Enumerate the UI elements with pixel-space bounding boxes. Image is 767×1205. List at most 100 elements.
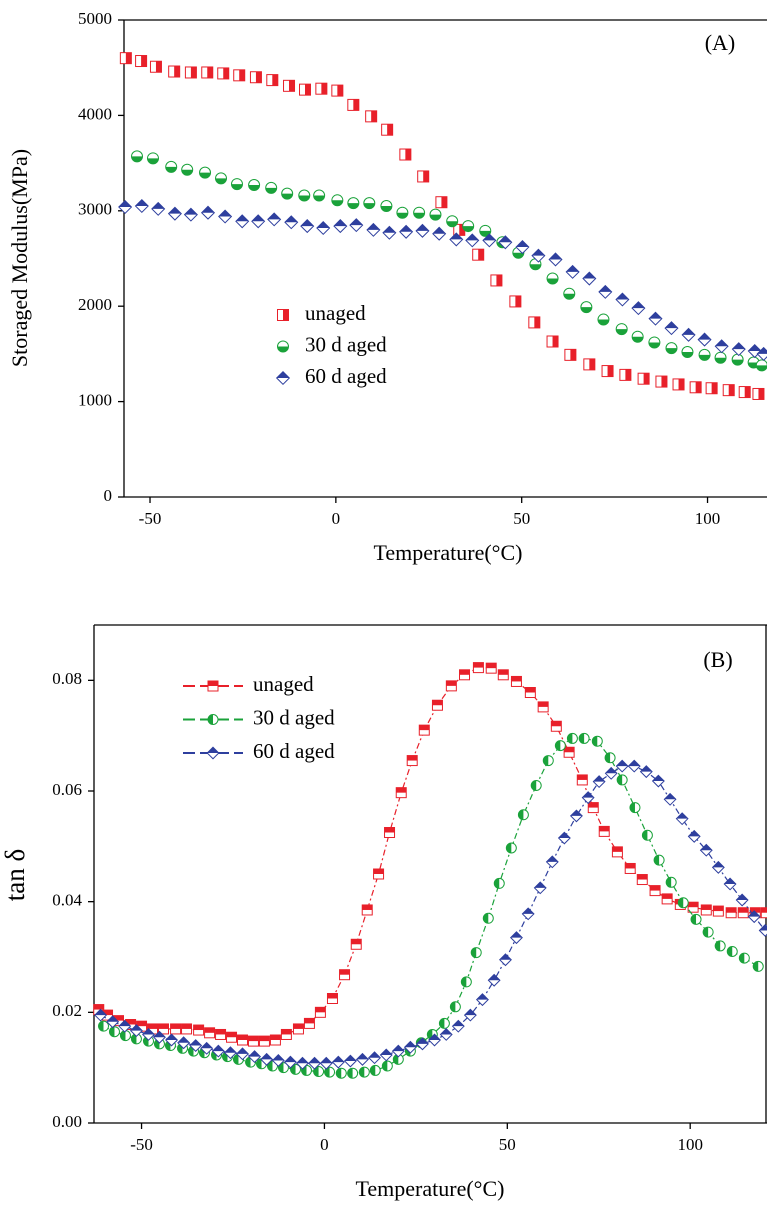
marker-fill [223,67,229,79]
data-point [615,323,628,336]
data-point [380,200,393,213]
marker-fill [135,199,149,207]
marker-fill [147,1023,158,1029]
marker-fill [347,1068,353,1079]
marker-fill [236,1048,249,1054]
marker-fill [625,863,636,869]
data-point [521,907,535,921]
data-point [711,860,725,874]
marker-fill [313,195,325,202]
marker-fill [125,52,132,64]
y-tick-label: 1000 [78,391,112,410]
data-point [649,885,661,897]
data-point [699,843,713,857]
data-point [681,327,696,342]
data-point [193,1024,205,1036]
marker-fill [235,214,249,222]
data-point [347,1067,359,1079]
x-tick-label: 100 [677,1135,703,1154]
data-point [752,960,764,972]
marker-fill [284,215,298,223]
data-point [557,831,571,845]
data-point [217,67,230,80]
marker-fill [701,904,712,910]
data-point [619,368,632,381]
marker-fill [661,376,667,388]
data-point [94,1008,108,1022]
marker-fill [681,351,693,358]
marker-fill [616,329,628,335]
data-point [702,926,714,938]
marker-fill [259,1036,270,1042]
marker-fill [168,207,182,214]
marker-fill [260,1053,273,1060]
data-point [366,222,381,237]
marker-fill [616,760,628,767]
marker-fill [393,1054,399,1065]
marker-fill [632,301,645,309]
marker-fill [700,844,713,851]
data-point [542,755,554,767]
marker-fill [759,924,767,931]
marker-fill [251,214,265,222]
data-point [384,827,396,838]
data-point [601,365,614,378]
data-point [235,214,250,229]
marker-fill [373,869,384,874]
marker-fill [607,365,614,377]
marker-fill [200,1042,213,1049]
data-point [723,877,737,891]
marker-fill [713,906,724,912]
marker-fill [649,312,662,319]
marker-fill [579,733,585,744]
data-point [435,196,448,209]
data-point [449,1001,461,1013]
marker-fill [676,812,688,819]
data-point [637,372,650,385]
data-point [515,240,530,255]
data-point [226,1031,238,1043]
marker-fill [582,791,594,798]
data-point [722,384,735,397]
marker-fill [583,272,596,279]
marker-fill [93,1004,104,1010]
data-point [738,952,750,964]
marker-fill [652,775,665,782]
marker-fill [383,226,396,233]
marker-fill [277,346,289,352]
data-point [131,150,144,163]
marker-fill [405,149,411,161]
marker-fill [237,1035,248,1040]
data-point [438,1017,450,1029]
data-point [399,224,414,239]
data-point [290,1063,302,1075]
legend-label: 30 d aged [253,705,335,729]
data-point [580,301,593,314]
data-point [189,1039,203,1052]
marker-fill [413,212,425,219]
data-point [564,348,577,361]
data-point [465,233,480,248]
marker-fill [380,1049,392,1055]
marker-fill [428,1034,441,1040]
data-point [292,1023,304,1035]
marker-fill [473,662,484,668]
data-point [714,940,726,952]
marker-fill [642,830,648,841]
legend-label: 60 d aged [253,739,335,763]
marker-fill [589,358,595,370]
data-point [381,1060,393,1072]
data-point [319,1056,333,1070]
data-point [615,292,630,307]
data-point [299,83,312,96]
data-point [581,791,595,805]
marker-fill [181,169,193,176]
marker-fill [552,335,559,347]
marker-fill [506,842,512,853]
y-tick-label: 5000 [78,9,112,28]
data-point [714,351,727,364]
data-point [653,854,665,866]
marker-fill [654,855,660,866]
data-point [363,197,376,210]
data-point [399,148,412,161]
